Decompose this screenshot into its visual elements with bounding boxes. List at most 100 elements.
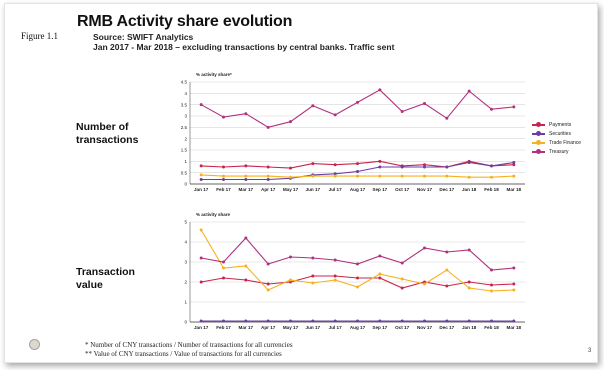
point-payments <box>266 165 270 169</box>
point-securities <box>244 319 248 323</box>
point-securities <box>445 319 449 323</box>
point-treasury <box>378 254 382 258</box>
x-tick-label: May 17 <box>283 325 299 330</box>
point-treasury <box>356 262 359 266</box>
subtitle: Jan 2017 - Mar 2018 – excluding transact… <box>93 42 395 52</box>
legend-item-treasury: Treasury <box>532 147 581 156</box>
point-payments <box>266 282 270 286</box>
point-payments <box>333 163 337 167</box>
page-title: RMB Activity share evolution <box>77 13 293 30</box>
x-tick-label: Feb 18 <box>484 187 499 192</box>
point-trade-finance <box>289 175 292 179</box>
point-treasury <box>356 100 359 104</box>
page-number: 3 <box>588 348 592 354</box>
x-tick-label: Aug 17 <box>350 187 366 192</box>
point-trade-finance <box>467 175 471 179</box>
point-trade-finance <box>423 174 426 178</box>
point-trade-finance <box>490 289 493 293</box>
point-treasury <box>378 88 382 92</box>
x-tick-label: Apr 17 <box>261 187 276 192</box>
x-tick-label: Jul 17 <box>329 325 342 330</box>
y-tick-label: 4.5 <box>181 80 188 85</box>
point-payments <box>512 163 516 167</box>
point-securities <box>333 172 337 176</box>
source-line: Source: SWIFT Analytics <box>93 32 194 42</box>
logo-seal-icon <box>29 339 40 350</box>
point-trade-finance <box>512 174 516 178</box>
point-trade-finance <box>222 266 225 270</box>
point-securities <box>423 319 426 323</box>
point-trade-finance <box>222 174 225 178</box>
point-trade-finance <box>199 228 203 232</box>
point-payments <box>199 280 203 284</box>
point-securities <box>467 160 471 164</box>
point-securities <box>289 319 292 323</box>
point-payments <box>445 284 449 288</box>
section-label-line: value <box>76 279 103 291</box>
legend-label: Treasury <box>549 148 569 155</box>
point-securities <box>356 319 359 323</box>
x-tick-label: Feb 17 <box>216 187 231 192</box>
point-trade-finance <box>490 175 493 179</box>
point-treasury <box>467 248 471 252</box>
legend-marker <box>536 122 541 127</box>
point-treasury <box>400 261 404 265</box>
slide: Figure 1.1 RMB Activity share evolution … <box>4 3 598 363</box>
point-treasury <box>490 107 493 111</box>
legend-label: Payments <box>549 121 572 128</box>
point-trade-finance <box>400 277 404 281</box>
y-tick-label: 1 <box>184 159 187 164</box>
legend-marker <box>536 149 541 154</box>
x-tick-label: Mar 17 <box>239 325 254 330</box>
legend-swatch <box>532 122 545 127</box>
point-treasury <box>423 102 426 106</box>
point-trade-finance <box>244 264 248 268</box>
figure-label: Figure 1.1 <box>21 31 58 41</box>
point-securities <box>400 319 404 323</box>
point-securities <box>311 319 315 323</box>
footnote-1: * Number of CNY transactions / Number of… <box>85 341 293 349</box>
point-payments <box>356 162 359 166</box>
point-payments <box>311 274 315 278</box>
point-securities <box>490 319 493 323</box>
point-payments <box>400 286 404 290</box>
chart-value: % activity share 0 1 2 3 4 5 Jan 17 Feb 17 Mar 17… <box>184 212 525 330</box>
point-trade-finance <box>378 272 382 276</box>
x-tick-label: Mar 18 <box>507 187 522 192</box>
point-trade-finance <box>445 174 449 178</box>
point-treasury <box>423 246 426 250</box>
section-label-transactions: Number of transactions <box>76 121 138 147</box>
point-securities <box>266 319 270 323</box>
x-tick-label: May 17 <box>283 187 299 192</box>
point-payments <box>311 162 315 166</box>
point-payments <box>199 164 203 168</box>
section-label-line: Number of <box>76 121 129 133</box>
x-tick-label: Oct 17 <box>395 325 409 330</box>
point-trade-finance <box>445 268 449 272</box>
point-trade-finance <box>467 286 471 290</box>
point-treasury <box>244 236 248 240</box>
x-tick-label: Mar 17 <box>239 187 254 192</box>
footnote-2: ** Value of CNY transactions / Value of … <box>85 350 282 358</box>
x-tick-label: Nov 17 <box>417 187 433 192</box>
x-tick-label: Sep 17 <box>372 325 387 330</box>
x-tick-label: Jan 17 <box>194 187 209 192</box>
x-tick-label: Jan 18 <box>462 325 477 330</box>
point-payments <box>244 278 248 282</box>
y-tick-label: 1 <box>184 300 187 305</box>
legend-marker <box>536 140 541 145</box>
point-securities <box>222 177 225 181</box>
point-trade-finance <box>356 174 359 178</box>
point-treasury <box>222 115 225 119</box>
point-payments <box>467 280 471 284</box>
legend-swatch <box>532 149 545 154</box>
point-payments <box>378 276 382 280</box>
y-tick-label: 2 <box>184 136 187 141</box>
y-tick-label: 4 <box>184 91 187 96</box>
x-tick-label: Oct 17 <box>395 187 409 192</box>
y-tick-label: 0.5 <box>181 170 188 175</box>
point-treasury <box>445 250 449 254</box>
point-payments <box>378 159 382 163</box>
y-tick-label: 2.5 <box>181 125 188 130</box>
point-securities <box>378 165 382 169</box>
